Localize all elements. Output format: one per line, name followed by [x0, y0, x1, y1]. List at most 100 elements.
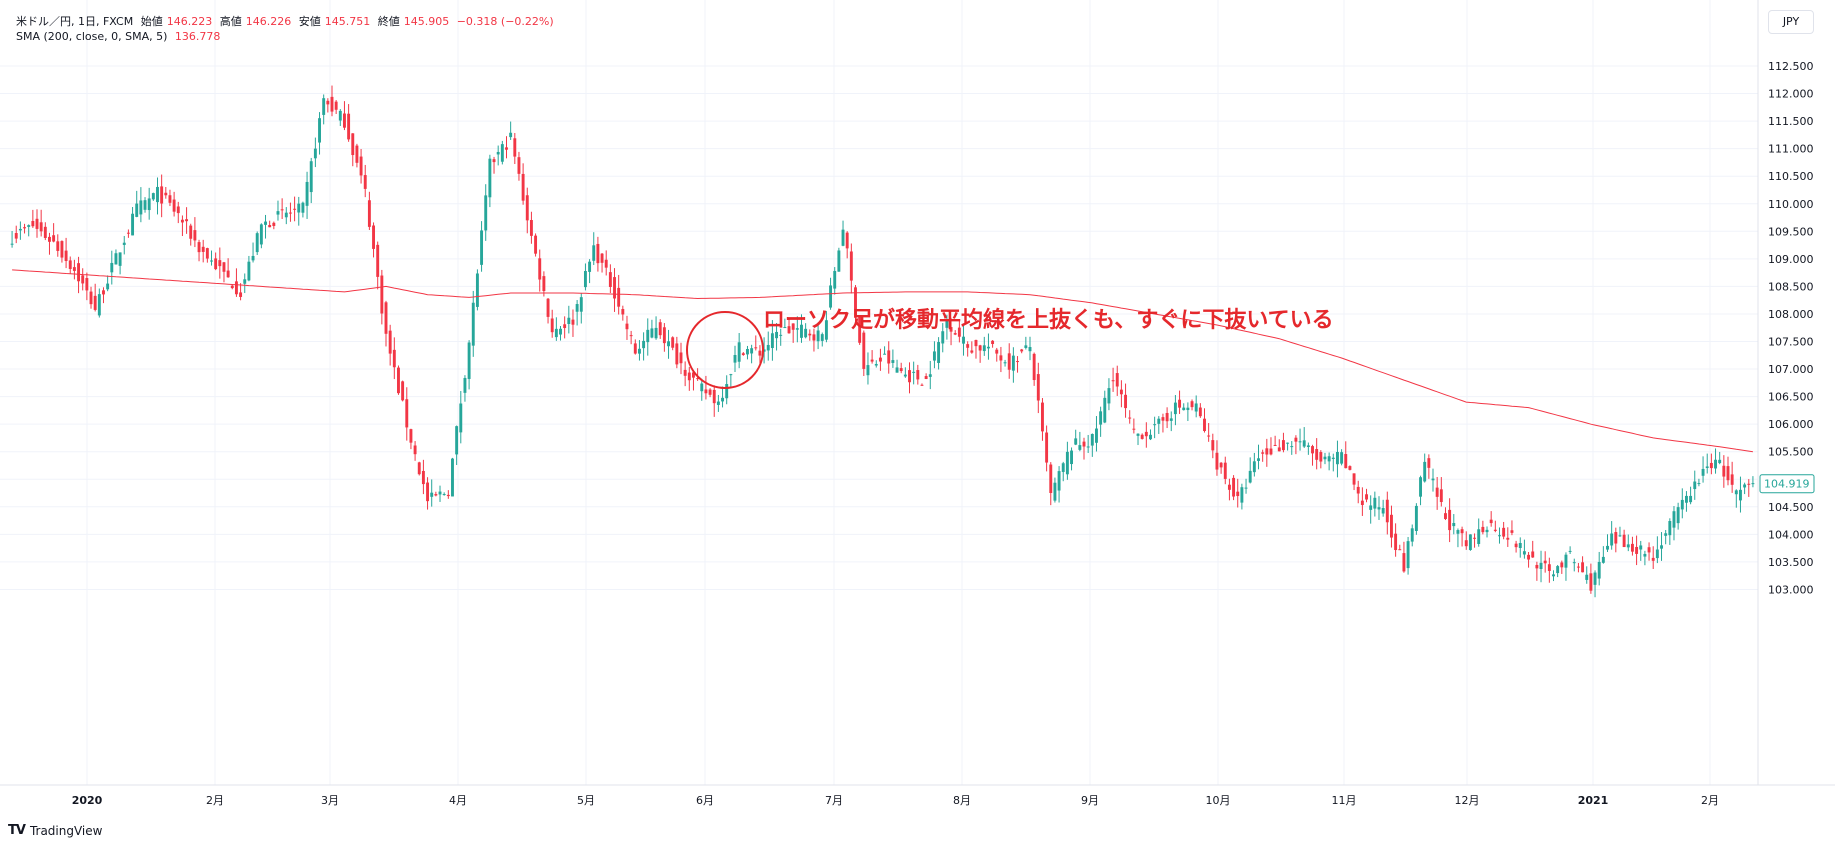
candle — [974, 339, 978, 359]
candle — [741, 352, 745, 356]
candle — [85, 272, 89, 301]
tradingview-logo[interactable]: TV TradingView — [8, 823, 102, 838]
candle — [1705, 453, 1709, 474]
candle — [1099, 406, 1103, 437]
candle — [413, 441, 417, 461]
candle — [77, 256, 81, 294]
candle — [1161, 413, 1165, 433]
candle — [816, 324, 820, 350]
candle — [1668, 518, 1672, 545]
annotation-text: ローソク足が移動平均線を上抜くも、すぐに下抜いている — [763, 308, 1334, 333]
price-tick-label: 110.500 — [1768, 170, 1814, 183]
candle — [675, 336, 679, 369]
candle — [459, 391, 463, 444]
candle — [608, 264, 612, 294]
candle — [1294, 435, 1298, 455]
candle — [401, 380, 405, 402]
candle — [1456, 528, 1460, 548]
candle — [1535, 561, 1539, 581]
candle — [43, 222, 47, 241]
time-tick-label: 3月 — [321, 794, 339, 807]
high-value: 146.226 — [245, 15, 292, 28]
candle — [1489, 511, 1493, 527]
candle — [1419, 475, 1422, 506]
candle — [571, 309, 575, 337]
price-tick-label: 104.000 — [1768, 528, 1814, 541]
candle — [1722, 455, 1726, 488]
candle — [1136, 433, 1140, 446]
candle — [1090, 433, 1094, 457]
candle — [23, 223, 26, 234]
candle — [210, 250, 213, 266]
candle — [27, 224, 31, 237]
candle — [716, 394, 720, 412]
candle — [247, 255, 251, 282]
candle — [1103, 390, 1107, 424]
candle — [421, 459, 425, 495]
candle — [467, 340, 471, 390]
candle — [305, 171, 309, 219]
indicator-header[interactable]: SMA (200, close, 0, SMA, 5) 136.778 — [16, 30, 224, 43]
candle — [912, 361, 916, 385]
candle — [475, 269, 479, 311]
candle — [31, 209, 35, 228]
candle — [1560, 560, 1564, 574]
candle — [1261, 449, 1265, 462]
candle — [1036, 362, 1040, 414]
candle — [372, 222, 375, 258]
candle — [492, 156, 496, 174]
candle — [1319, 450, 1323, 469]
candle — [737, 333, 741, 369]
candle — [1655, 536, 1659, 564]
candle — [1203, 408, 1206, 433]
candle — [1556, 564, 1560, 578]
candle — [1315, 438, 1319, 470]
candle — [787, 318, 791, 334]
candle — [762, 337, 766, 364]
candle — [471, 290, 475, 357]
candle — [1406, 536, 1410, 575]
candle — [658, 319, 662, 339]
price-tick-label: 112.500 — [1768, 60, 1814, 73]
price-tick-label: 106.000 — [1768, 418, 1814, 431]
time-axis: 2020 2月 3月 4月 5月 6月 7月 8月 9月 10月 11月 12月 2021 2月 — [72, 794, 1719, 807]
candle — [1743, 482, 1747, 495]
price-tick-label: 108.000 — [1768, 308, 1814, 321]
candle — [820, 332, 824, 347]
candle — [363, 164, 367, 198]
candle — [380, 269, 384, 325]
candle — [1402, 541, 1406, 573]
candle — [1414, 503, 1418, 535]
candle — [966, 341, 970, 357]
candle — [1689, 486, 1693, 505]
candle — [197, 239, 201, 262]
currency-button[interactable]: JPY — [1768, 10, 1814, 34]
price-tick-label: 112.000 — [1768, 88, 1814, 101]
candle — [60, 240, 64, 263]
candle — [642, 332, 646, 361]
candle — [68, 256, 72, 274]
candle — [1215, 440, 1219, 476]
candle — [1680, 488, 1684, 519]
candle — [546, 297, 550, 324]
candle — [1435, 476, 1439, 510]
candle — [1568, 546, 1572, 554]
candle — [176, 201, 180, 224]
candle — [1065, 441, 1069, 480]
candle — [1398, 544, 1402, 551]
candle — [1057, 466, 1061, 503]
candle — [1352, 473, 1356, 491]
candle — [538, 249, 542, 292]
candle — [924, 373, 928, 380]
candle — [1194, 395, 1198, 418]
close-value: 145.905 — [403, 15, 450, 28]
candle — [1086, 434, 1090, 453]
candle — [978, 344, 982, 363]
candle — [1198, 403, 1202, 418]
candle — [534, 233, 538, 257]
candle — [671, 336, 675, 351]
candle — [189, 223, 193, 246]
candle — [243, 273, 247, 294]
candle — [205, 247, 209, 263]
